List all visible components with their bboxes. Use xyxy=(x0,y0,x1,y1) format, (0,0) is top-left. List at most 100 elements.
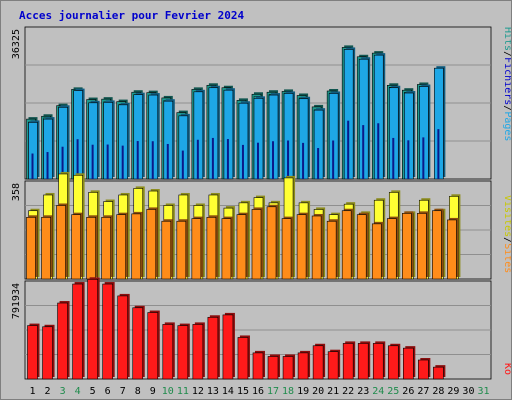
kb-bar-day-5 xyxy=(87,278,98,380)
pages-core-day-18 xyxy=(287,140,290,179)
x-tick-label-day-14: 14 xyxy=(222,386,234,397)
kb-bar-day-23 xyxy=(357,343,369,380)
pages-core-day-6 xyxy=(106,144,109,179)
pages-core-day-5 xyxy=(91,144,94,179)
sites-bar-day-20 xyxy=(311,215,322,280)
x-tick-label-day-12: 12 xyxy=(192,386,204,397)
x-tick-label-day-28: 28 xyxy=(432,386,444,397)
kb-bar-day-20 xyxy=(312,345,324,380)
x-tick-label-day-22: 22 xyxy=(342,386,354,397)
kb-bar-day-9 xyxy=(147,312,159,380)
kb-bar-day-18 xyxy=(282,356,294,380)
panel-2-ytick-label: 358 xyxy=(11,183,22,201)
pages-core-day-20 xyxy=(317,148,320,179)
kb-bar-day-16 xyxy=(252,352,264,380)
pages-core-day-11 xyxy=(181,150,184,179)
sites-bar-day-14 xyxy=(221,218,232,280)
kb-bar-day-12 xyxy=(192,324,204,380)
x-tick-label-day-13: 13 xyxy=(207,386,219,397)
pages-core-day-17 xyxy=(272,141,275,179)
sites-bar-day-7 xyxy=(116,214,126,280)
x-tick-label-day-20: 20 xyxy=(312,386,324,397)
kb-bar-day-28 xyxy=(433,366,444,380)
chart-title: Acces journalier pour Fevrier 2024 xyxy=(19,9,245,22)
sites-bar-day-9 xyxy=(146,209,157,280)
x-tick-label-day-8: 8 xyxy=(135,386,141,397)
x-tick-label-day-29: 29 xyxy=(447,386,459,397)
x-tick-label-day-9: 9 xyxy=(150,386,156,397)
sites-bar-day-17 xyxy=(266,206,277,280)
kb-bar-day-8 xyxy=(132,307,144,380)
kb-bar-day-11 xyxy=(177,325,189,380)
pages-core-day-10 xyxy=(166,143,169,179)
panel-1-legend: Hits/Fichiers/Pages xyxy=(502,27,511,141)
x-tick-label-day-11: 11 xyxy=(177,386,189,397)
x-tick-label-day-21: 21 xyxy=(327,386,339,397)
x-tick-label-day-31: 31 xyxy=(477,386,489,397)
pages-core-day-3 xyxy=(61,146,64,179)
x-tick-label-day-6: 6 xyxy=(105,386,111,397)
kb-bar-day-6 xyxy=(102,283,113,380)
pages-core-day-1 xyxy=(31,153,34,179)
sites-bar-day-11 xyxy=(176,220,187,280)
pages-core-day-13 xyxy=(211,137,214,179)
pages-core-day-15 xyxy=(241,144,244,179)
pages-core-day-24 xyxy=(377,123,380,179)
sites-bar-day-22 xyxy=(341,210,352,280)
sites-bar-day-23 xyxy=(356,214,367,280)
pages-core-day-4 xyxy=(76,139,79,179)
sites-bar-day-25 xyxy=(386,218,397,280)
sites-bar-day-26 xyxy=(402,213,412,280)
pages-core-day-19 xyxy=(302,142,305,179)
x-tick-label-day-10: 10 xyxy=(162,386,174,397)
sites-bar-day-6 xyxy=(101,216,111,280)
kb-bar-day-10 xyxy=(162,324,174,380)
pages-core-day-26 xyxy=(407,140,410,179)
kb-bar-day-26 xyxy=(403,347,414,380)
legend-kb: Ko xyxy=(502,363,511,375)
panel-3-ytick-label: 791934 xyxy=(11,283,22,319)
panel-1-ytick-label: 36325 xyxy=(11,29,22,59)
x-tick-label-day-4: 4 xyxy=(75,386,81,397)
sites-bar-day-16 xyxy=(251,209,262,280)
x-tick-label-day-25: 25 xyxy=(387,386,399,397)
sites-bar-day-28 xyxy=(432,210,442,280)
legend-files: Fichiers xyxy=(502,57,511,105)
kb-bar-day-14 xyxy=(222,314,234,380)
x-tick-label-day-24: 24 xyxy=(372,386,384,397)
pages-core-day-12 xyxy=(196,139,199,179)
pages-core-day-2 xyxy=(46,152,49,179)
kb-bar-day-19 xyxy=(297,352,309,380)
pages-core-day-21 xyxy=(332,140,335,179)
x-tick-label-day-7: 7 xyxy=(120,386,126,397)
legend-separator: / xyxy=(502,51,511,57)
x-tick-label-day-3: 3 xyxy=(60,386,66,397)
kb-bar-day-13 xyxy=(207,316,219,380)
pages-core-day-25 xyxy=(392,137,395,179)
x-tick-label-day-16: 16 xyxy=(252,386,264,397)
sites-bar-day-2 xyxy=(41,216,51,280)
legend-separator: / xyxy=(502,105,511,111)
x-tick-label-day-26: 26 xyxy=(402,386,414,397)
kb-bar-day-7 xyxy=(117,295,128,380)
sites-bar-day-29 xyxy=(447,219,457,280)
sites-bar-day-21 xyxy=(326,220,337,280)
sites-bar-day-1 xyxy=(26,216,36,280)
x-tick-label-day-1: 1 xyxy=(30,386,36,397)
kb-bar-day-17 xyxy=(267,356,279,380)
pages-core-day-8 xyxy=(136,141,139,179)
kb-bar-day-25 xyxy=(387,345,399,380)
x-tick-label-day-30: 30 xyxy=(462,386,474,397)
legend-separator: / xyxy=(502,237,511,243)
x-tick-label-day-23: 23 xyxy=(357,386,369,397)
kb-bar-day-21 xyxy=(327,351,339,380)
pages-core-day-16 xyxy=(256,142,259,179)
x-tick-label-day-15: 15 xyxy=(237,386,249,397)
pages-core-day-7 xyxy=(121,145,124,179)
x-tick-label-day-2: 2 xyxy=(45,386,51,397)
sites-bar-day-18 xyxy=(281,218,292,280)
legend-pages: Pages xyxy=(502,111,511,141)
sites-bar-day-10 xyxy=(161,220,172,280)
